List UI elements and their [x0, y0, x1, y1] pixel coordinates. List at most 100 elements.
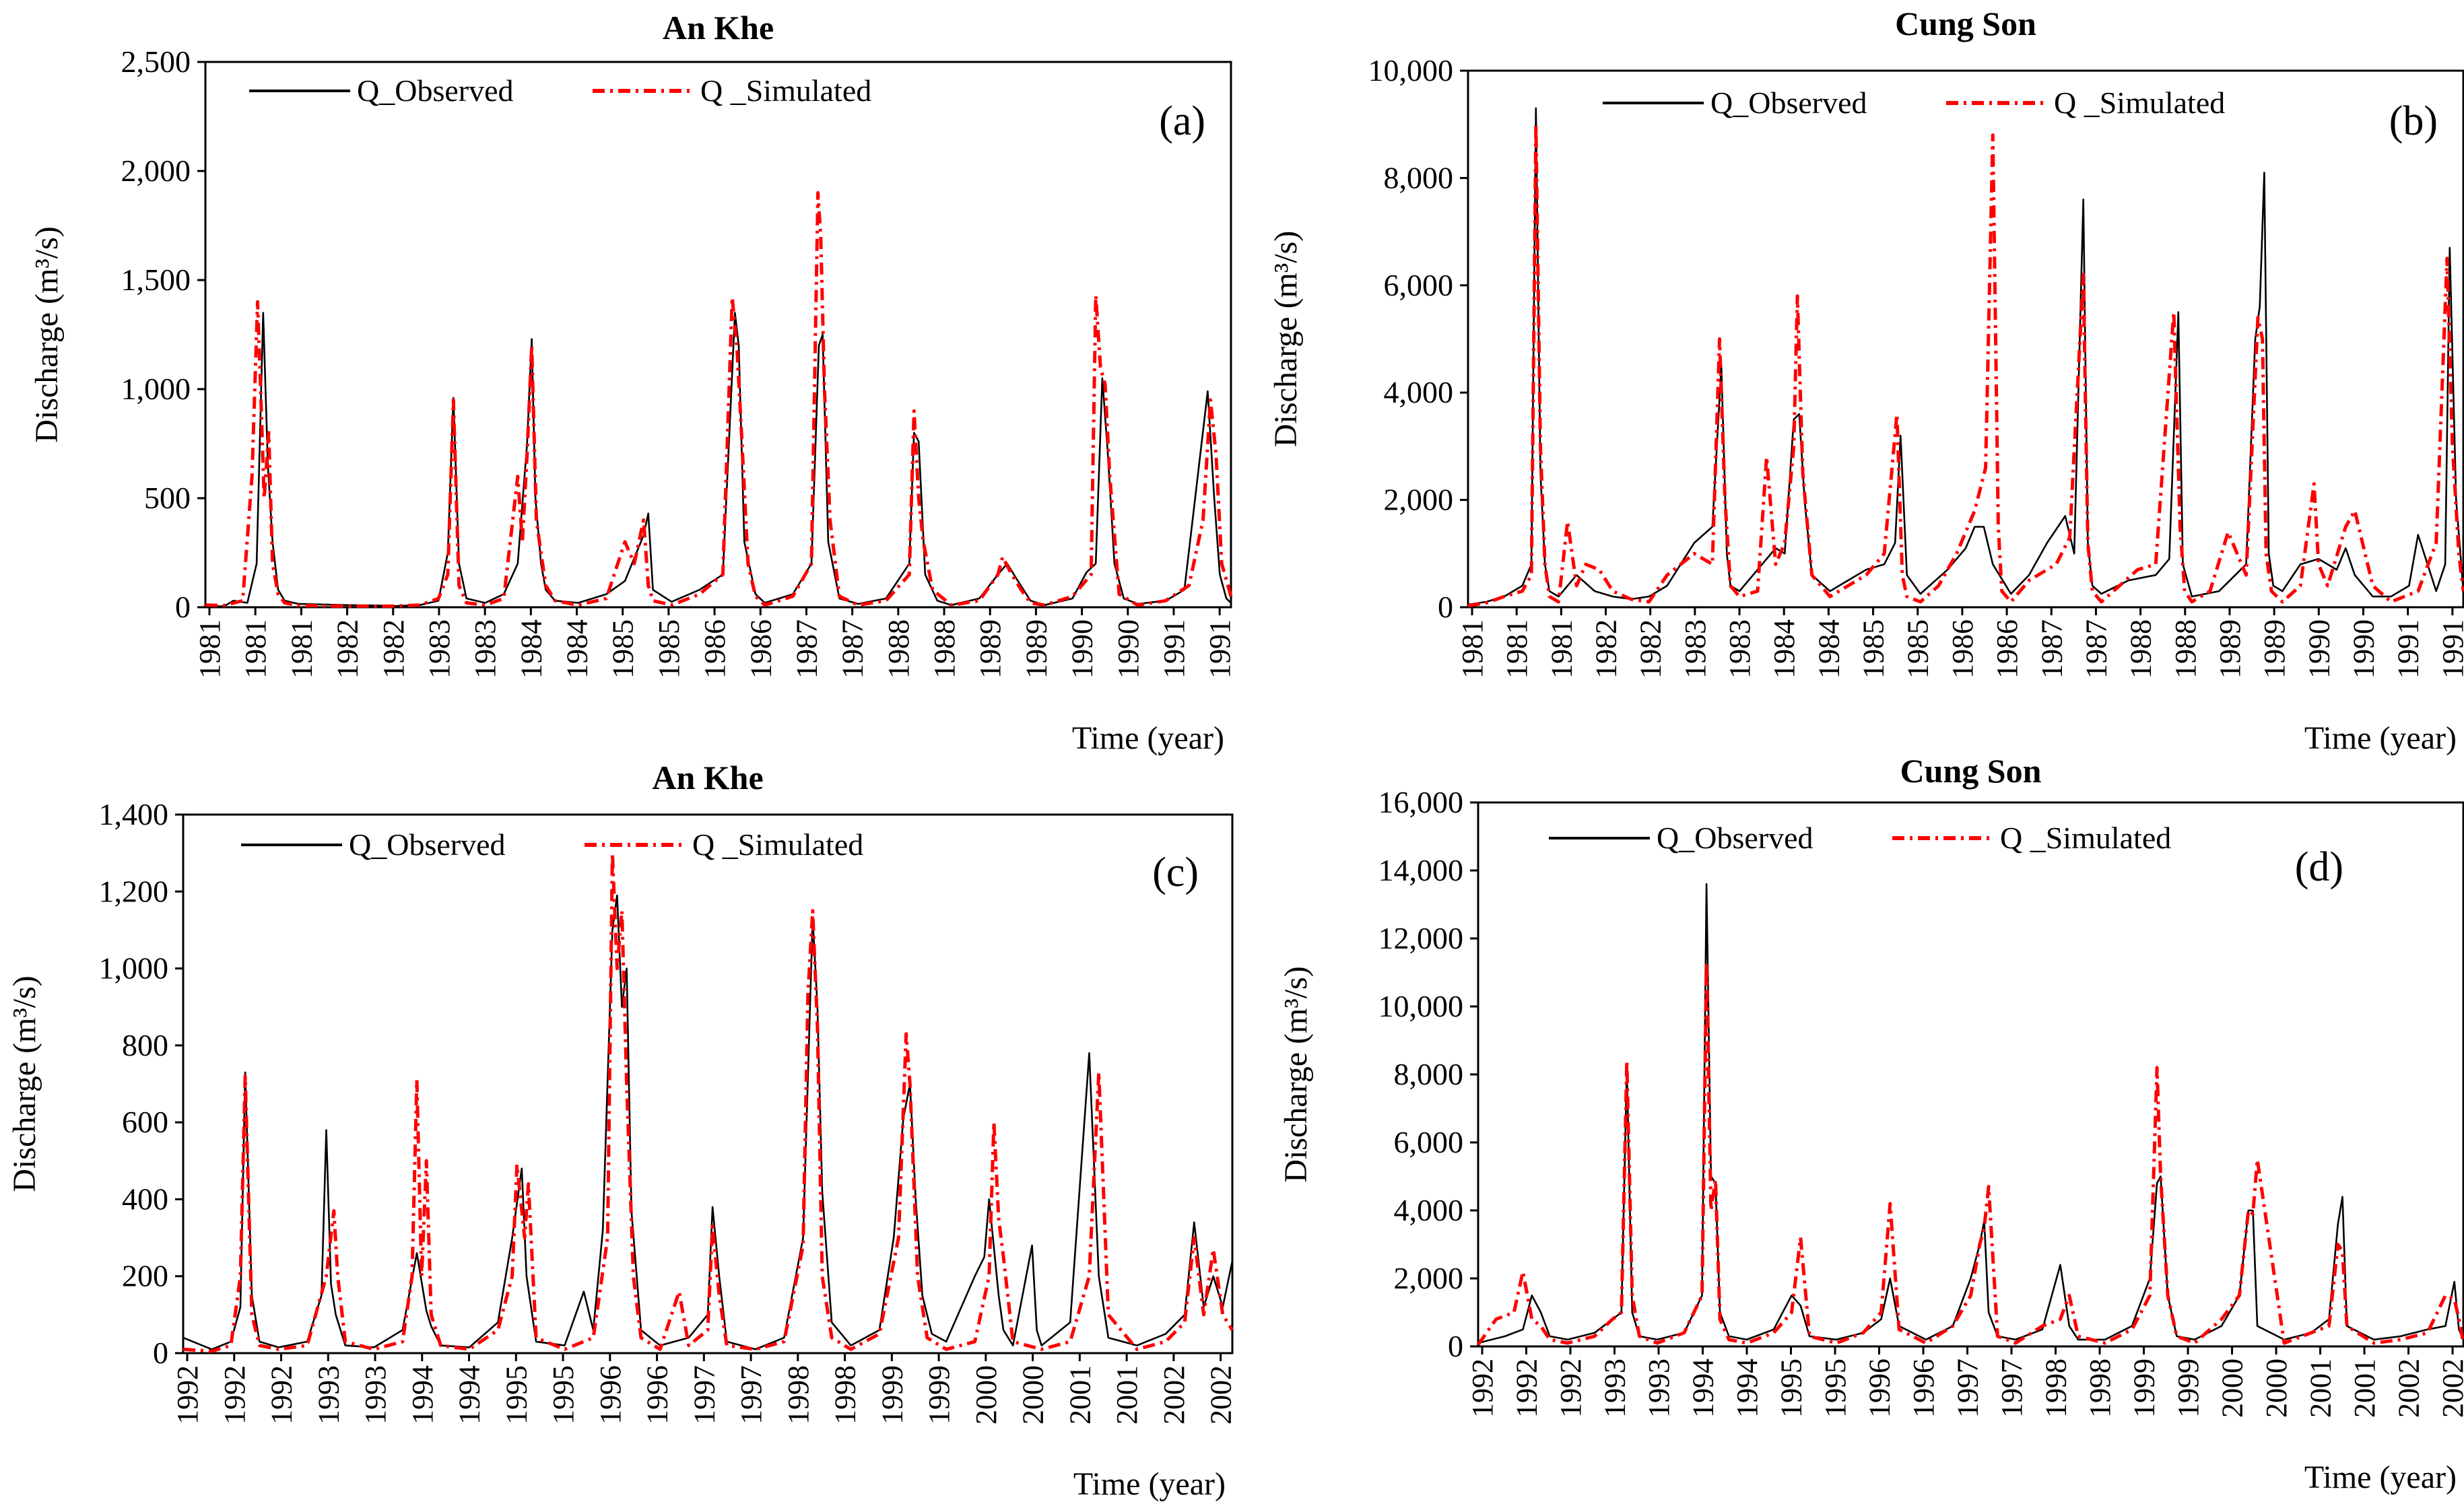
- x-tick-label: 1998: [829, 1365, 862, 1425]
- series-simulated-line: [1476, 960, 2464, 1346]
- x-tick-label: 2000: [2216, 1359, 2249, 1418]
- x-tick-label: 1990: [1066, 619, 1099, 679]
- legend-observed-label: Q_Observed: [1657, 821, 1813, 855]
- y-tick-label: 6,000: [1394, 1125, 1464, 1159]
- x-tick-label: 1982: [1590, 619, 1623, 679]
- x-axis-label: Time (year): [1072, 720, 1224, 756]
- x-tick-label: 2001: [1063, 1365, 1096, 1425]
- x-tick-label: 1988: [928, 619, 961, 679]
- x-tick-label: 1991: [1158, 619, 1191, 679]
- x-tick-label: 1998: [2040, 1359, 2073, 1418]
- x-tick-label: 2002: [1158, 1365, 1191, 1425]
- x-tick-label: 1994: [406, 1365, 439, 1425]
- x-tick-label: 1999: [2128, 1359, 2161, 1418]
- chart-panel-b: Cung Son 0 2,000 4,000 6,000 8,000 10,000 Disch…: [1268, 5, 2464, 756]
- x-tick-label: 1997: [735, 1365, 768, 1425]
- y-tick-label: 10,000: [1368, 53, 1454, 88]
- y-tick-label: 0: [153, 1336, 168, 1370]
- y-tick-label: 4,000: [1384, 375, 1454, 409]
- y-tick-label: 10,000: [1378, 989, 1464, 1023]
- x-tick-label: 1985: [607, 619, 640, 679]
- chart-title: Cung Son: [1895, 5, 2036, 42]
- series-observed-line: [182, 894, 1234, 1350]
- x-tick-label: 2002: [1205, 1365, 1238, 1425]
- x-tick-label: 1990: [1112, 619, 1145, 679]
- y-tick-label: 1,500: [121, 263, 191, 297]
- x-tick-label: 1996: [1907, 1359, 1940, 1418]
- y-tick-label: 600: [122, 1105, 168, 1139]
- x-tick-label: 1984: [1812, 619, 1845, 679]
- series-simulated-line: [1467, 123, 2464, 608]
- y-tick-label: 14,000: [1378, 853, 1464, 887]
- x-tick-label: 1993: [1642, 1359, 1675, 1418]
- x-tick-label: 1987: [790, 619, 823, 679]
- y-axis-label: Discharge (m³/s): [1278, 966, 1314, 1182]
- x-tick-label: 1983: [469, 619, 502, 679]
- chart-title: An Khe: [652, 759, 763, 796]
- y-tick-label: 8,000: [1384, 160, 1454, 195]
- chart-panel-a: An Khe 0 500 1,000 1,500 2,000 2,500 Discharge …: [29, 9, 1236, 756]
- x-tick-label: 1984: [1768, 619, 1801, 679]
- x-tick-label: 1987: [836, 619, 869, 679]
- x-tick-label: 1994: [1687, 1359, 1720, 1418]
- x-tick-label: 1982: [1634, 619, 1667, 679]
- y-tick-label: 0: [1438, 590, 1453, 624]
- x-tick-label: 1992: [1466, 1359, 1499, 1418]
- y-tick-label: 8,000: [1394, 1057, 1464, 1091]
- x-tick-label: 1986: [698, 619, 731, 679]
- x-tick-label: 1991: [1203, 619, 1236, 679]
- x-tick-label: 2002: [2393, 1359, 2426, 1418]
- panel-letter: (b): [2389, 98, 2438, 144]
- y-axis-label: Discharge (m³/s): [7, 975, 42, 1192]
- x-axis-label: Time (year): [2304, 720, 2457, 756]
- x-tick-label: 1981: [1545, 619, 1578, 679]
- y-tick-label: 4,000: [1394, 1193, 1464, 1227]
- x-tick-label: 1981: [1500, 619, 1533, 679]
- chart-panel-c: An Khe 0 200 400 600 800 1,000 1,200 1,400 Discha…: [7, 759, 1238, 1502]
- legend-observed-label: Q_Observed: [349, 827, 506, 862]
- x-tick-label: 1992: [1554, 1359, 1587, 1418]
- x-tick-label: 2001: [1110, 1365, 1143, 1425]
- legend-simulated-label: Q _Simulated: [2000, 821, 2171, 855]
- x-tick-label: 1990: [2302, 619, 2335, 679]
- plot-frame: [182, 813, 1234, 1354]
- x-tick-label: 1996: [641, 1365, 674, 1425]
- x-tick-label: 1998: [2084, 1359, 2117, 1418]
- x-tick-label: 1986: [1991, 619, 2024, 679]
- y-tick-label: 200: [122, 1259, 168, 1293]
- plot-frame: [1467, 69, 2464, 609]
- x-tick-label: 1993: [359, 1365, 392, 1425]
- y-axis-label: Discharge (m³/s): [1268, 231, 1304, 447]
- x-tick-label: 1997: [1995, 1359, 2028, 1418]
- x-tick-label: 1999: [875, 1365, 908, 1425]
- x-tick-label: 1995: [547, 1365, 580, 1425]
- y-tick-label: 2,000: [121, 153, 191, 188]
- legend-simulated-label: Q _Simulated: [2054, 85, 2225, 120]
- y-axis-label: Discharge (m³/s): [29, 226, 65, 442]
- x-axis-label: Time (year): [2304, 1460, 2457, 1495]
- x-tick-label: 1997: [688, 1365, 721, 1425]
- x-tick-label: 1991: [2392, 619, 2425, 679]
- x-tick-label: 1992: [265, 1365, 298, 1425]
- x-tick-label: 1992: [1510, 1359, 1543, 1418]
- x-tick-label: 1993: [312, 1365, 345, 1425]
- x-tick-label: 1995: [1819, 1359, 1852, 1418]
- series-observed-line: [1467, 107, 2464, 606]
- x-tick-label: 1998: [782, 1365, 815, 1425]
- chart-title: An Khe: [663, 9, 774, 46]
- x-tick-label: 1981: [1456, 619, 1489, 679]
- x-tick-label: 1988: [2169, 619, 2202, 679]
- x-tick-label: 2002: [2436, 1359, 2464, 1418]
- x-tick-label: 2001: [2304, 1359, 2337, 1418]
- x-tick-label: 1986: [1946, 619, 1979, 679]
- y-tick-label: 1,400: [99, 797, 169, 831]
- x-tick-label: 1992: [171, 1365, 204, 1425]
- x-tick-label: 1983: [1723, 619, 1756, 679]
- y-tick-label: 1,000: [121, 372, 191, 406]
- x-tick-label: 1983: [1679, 619, 1712, 679]
- x-tick-label: 2000: [1017, 1365, 1050, 1425]
- chart-title: Cung Son: [1900, 752, 2042, 790]
- x-tick-label: 1985: [1857, 619, 1890, 679]
- x-tick-label: 2000: [970, 1365, 1003, 1425]
- y-tick-label: 16,000: [1378, 785, 1464, 819]
